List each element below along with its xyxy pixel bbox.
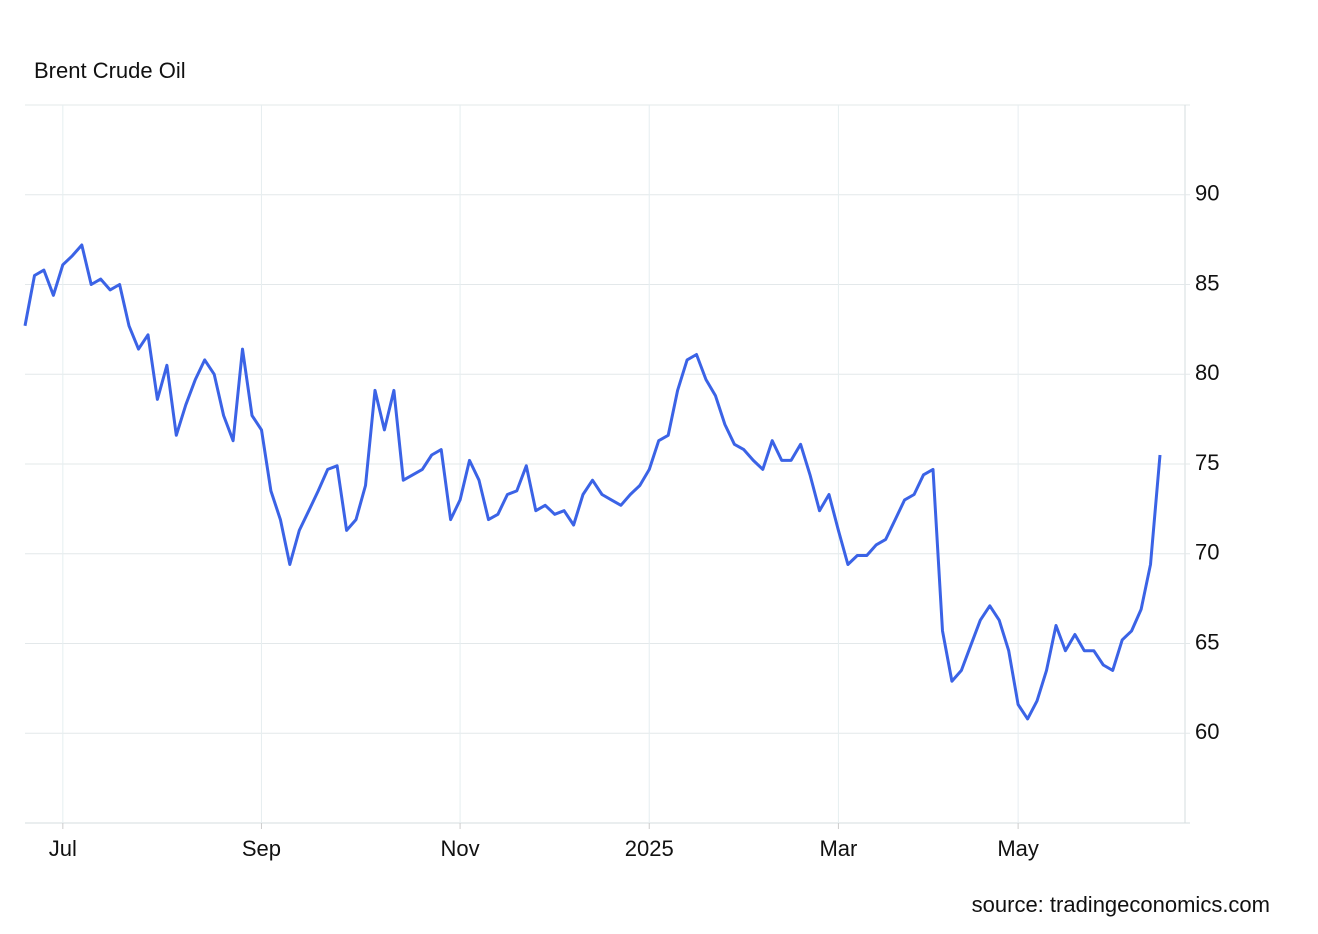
y-tick-label: 90 (1195, 181, 1219, 206)
x-tick-label: 2025 (625, 836, 674, 861)
y-tick-label: 85 (1195, 270, 1219, 295)
x-tick-label: Jul (49, 836, 77, 861)
y-tick-label: 70 (1195, 540, 1219, 565)
y-tick-label: 65 (1195, 629, 1219, 654)
x-tick-label: Nov (441, 836, 480, 861)
source: source: tradingeconomics.com (972, 892, 1270, 917)
x-tick-label: Sep (242, 836, 281, 861)
y-tick-label: 60 (1195, 719, 1219, 744)
chart-title: Brent Crude Oil (34, 58, 186, 83)
y-tick-label: 80 (1195, 360, 1219, 385)
price-line (23, 243, 1162, 721)
x-tick-label: May (997, 836, 1039, 861)
y-tick-label: 75 (1195, 450, 1219, 475)
x-tick-label: Mar (819, 836, 857, 861)
